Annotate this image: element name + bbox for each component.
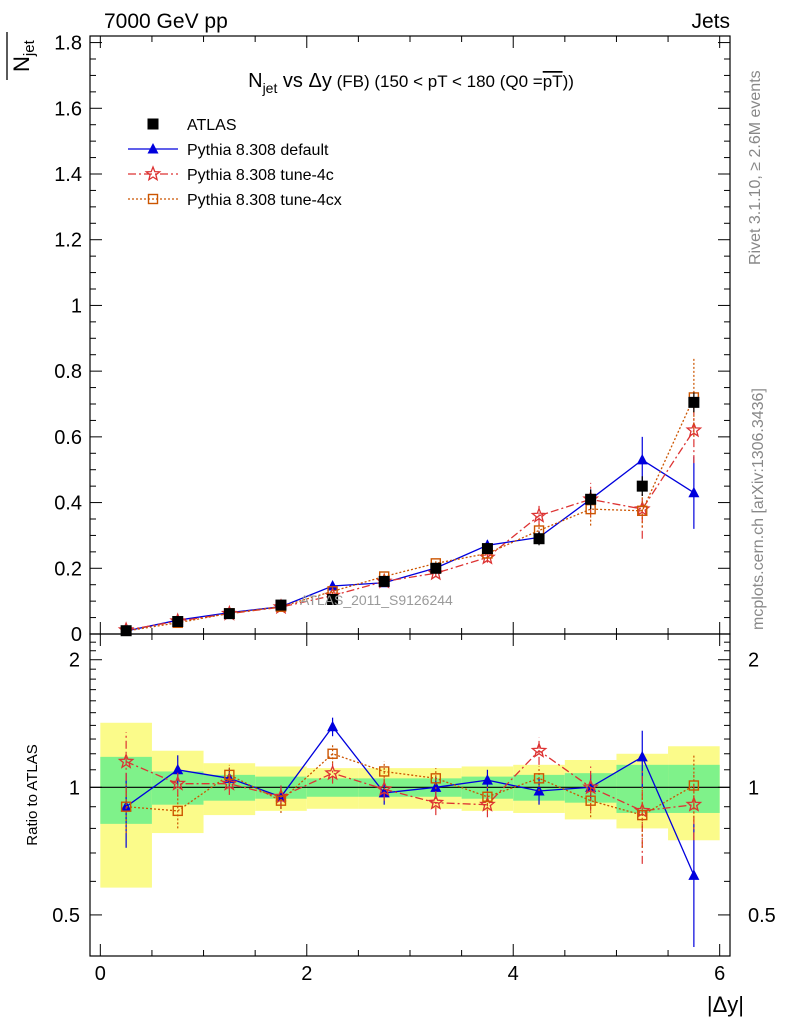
axis-ticks: 0 2 4 6 0 0.2 0.4 0.6 0.8 1 1.2 1.4 1.6 1.8 0.5 0.5 1 1 2 2 [52, 33, 776, 985]
ratio-marker [530, 741, 548, 758]
main-panel-data-points [120, 392, 700, 637]
series-marker [688, 486, 700, 498]
series-marker [636, 453, 648, 465]
x-tick-label: 4 [508, 963, 519, 985]
ratio-marker [582, 778, 599, 795]
legend-label: ATLAS [187, 117, 237, 134]
series-marker [530, 506, 548, 523]
ratio-marker [375, 780, 393, 797]
series-marker [327, 580, 339, 591]
series-line-2 [125, 397, 695, 632]
y-tick-label: 1.2 [54, 230, 82, 252]
ratio-y-axis-label: Ratio to ATLAS [24, 744, 41, 845]
ratio-marker [224, 769, 235, 781]
energy-label: 7000 GeV pp [104, 10, 228, 33]
ratio-marker [430, 773, 442, 784]
ratio-marker [585, 795, 596, 806]
ratio-marker [220, 774, 238, 791]
ratio-marker [275, 795, 287, 806]
ratio-marker [427, 793, 445, 810]
ratio-marker [327, 720, 339, 732]
y-tick-label: 1 [71, 295, 82, 317]
chart-title: Njet vs Δy (FB) (150 < pT < 180 (Q0 =pT)… [248, 70, 574, 96]
series-marker [685, 421, 703, 438]
legend: ATLAS Pythia 8.308 default Pythia 8.308 tu… [128, 117, 342, 209]
y-tick-label: 0.6 [54, 427, 82, 449]
ratio-y-tick-label-right: 1 [748, 777, 759, 799]
y-axis-label: Njet [6, 32, 38, 80]
ratio-marker [172, 763, 184, 775]
ratio-panel-series [117, 717, 703, 948]
y-tick-label: 0.2 [54, 558, 82, 580]
ratio-marker [636, 750, 648, 762]
legend-label: Pythia 8.308 tune-4c [187, 167, 334, 184]
ratio-marker [172, 805, 183, 817]
ratio-marker [533, 773, 545, 784]
ratio-line-0 [125, 725, 695, 876]
ratio-marker [482, 791, 493, 802]
ratio-marker [324, 764, 341, 781]
ratio-line-2 [126, 753, 695, 816]
analysis-watermark: ATLAS_2011_S9126244 [300, 592, 453, 608]
ratio-y-tick-label: 2 [69, 650, 80, 672]
x-tick-label: 0 [95, 963, 106, 985]
ratio-y-tick-label: 1 [69, 777, 80, 799]
y-tick-label: 0 [71, 624, 82, 646]
ratio-marker [378, 766, 390, 777]
legend-marker [144, 165, 162, 182]
y-tick-label: 1.4 [54, 164, 82, 186]
series-marker [637, 505, 648, 516]
legend-marker [147, 118, 159, 130]
ratio-y-tick-label: 0.5 [52, 905, 80, 927]
series-line-1 [125, 429, 695, 631]
y-tick-label: 0.4 [54, 493, 82, 515]
legend-marker [147, 143, 159, 154]
mcplots-label: mcplots.cern.ch [arXiv:1306.3436] [750, 388, 767, 630]
x-tick-label: 6 [714, 963, 725, 985]
ratio-marker [169, 774, 187, 791]
y-tick-label: 1.6 [54, 98, 82, 120]
main-panel-frame [89, 35, 731, 635]
legend-label: Pythia 8.308 tune-4cx [187, 192, 342, 209]
legend-marker [147, 193, 159, 205]
rivet-label: Rivet 3.1.10, ≥ 2.6M events [747, 70, 764, 265]
y-tick-label: 0.8 [54, 361, 82, 383]
ratio-marker [481, 774, 493, 785]
ratio-marker [120, 800, 132, 812]
svg-text:Njet: Njet [9, 39, 38, 72]
ratio-marker [637, 809, 648, 821]
ratio-marker [117, 752, 135, 769]
y-tick-label: 1.8 [54, 33, 82, 55]
series-line-0 [125, 459, 695, 632]
ratio-marker [688, 780, 700, 791]
ratio-y-tick-label-right: 0.5 [748, 905, 776, 927]
legend-label: Pythia 8.308 default [187, 142, 329, 159]
ratio-y-tick-label-right: 2 [748, 650, 759, 672]
ratio-marker [688, 869, 700, 880]
x-axis-label: |Δy| [707, 992, 744, 1017]
ratio-marker [430, 781, 442, 792]
ratio-line-1 [125, 749, 694, 812]
process-label: Jets [691, 10, 730, 33]
ratio-marker [120, 801, 132, 812]
ratio-uncertainty-bands [100, 722, 720, 888]
x-tick-label: 2 [301, 963, 312, 985]
ratio-marker [327, 748, 338, 759]
